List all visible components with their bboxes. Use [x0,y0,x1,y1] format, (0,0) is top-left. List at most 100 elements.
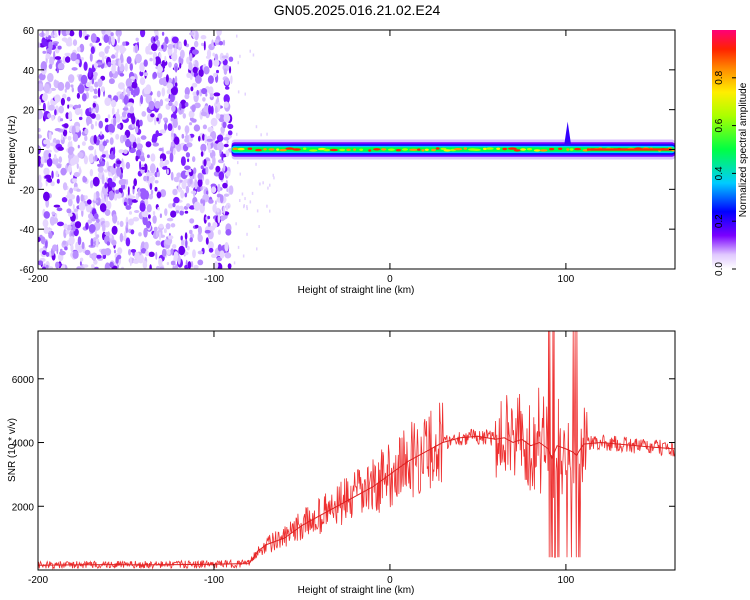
spectrogram-band-core [513,149,521,152]
spectrogram-noise-cell [189,229,193,234]
spectrogram-noise-cell [132,216,140,222]
spectrogram-noise-cell [174,100,178,107]
spectrogram-noise-cell [133,94,136,98]
spectrogram-noise-cell [169,152,174,163]
spectrogram-noise-cell [90,46,95,54]
spectrogram-noise-cell [216,207,220,213]
spectrogram-noise-cell [207,222,211,227]
spectrogram-noise-cell [153,230,157,236]
spectrogram-noise-cell [48,153,52,158]
spectrogram-noise-cell [80,194,84,202]
spectrogram-noise-cell [58,30,61,36]
spectrogram-noise-cell [50,32,54,38]
spectrogram-noise-cell [102,223,106,233]
spectrogram-noise-cell [197,250,203,255]
spectrogram-noise-cell [193,124,201,132]
spectrogram-noise-cell [126,56,132,64]
spectrogram-noise-cell [184,232,188,241]
spectrogram-noise-cell [207,142,211,151]
spectrogram-noise-cell [170,260,176,266]
spectrogram-noise-cell [38,72,46,81]
spectrogram-noise-cell [65,81,71,90]
spectrogram-noise-cell [101,174,105,185]
spectrogram-noise-cell [161,42,167,52]
spectrogram-noise-cell [189,237,193,243]
spectrogram-noise-cell [117,65,120,75]
spectrogram-noise-cell [95,113,101,121]
spectrogram-ytick-label: -40 [20,225,35,236]
spectrogram-noise-cell [110,32,114,37]
spectrogram-noise-cell [187,158,190,163]
spectrogram-noise-cell [152,133,158,143]
spectrogram-noise-cell [139,160,142,171]
spectrogram-noise-cell [160,158,163,162]
spectrogram-noise-cell [54,94,61,103]
spectrogram-noise-cell [95,238,99,248]
spectrogram-noise-cell [117,34,121,44]
spectrogram-noise-cell [90,67,96,73]
spectrogram-noise-cell [156,171,160,178]
spectrogram-noise-cell [184,137,190,143]
spectrogram-noise-cell [165,74,169,83]
spectrogram-noise-cell [205,178,210,186]
spectrogram-noise-cell [181,133,185,139]
spectrogram-noise-cell [177,125,181,131]
spectrogram-noise-cell [48,104,55,111]
spectrogram-noise-cell [127,102,134,107]
colorbar-tick-label: 0.4 [714,166,725,180]
spectrogram-noise-cell [218,41,224,46]
spectrogram-noise-cell [210,186,217,193]
spectrogram-noise-cell [156,90,161,98]
spectrogram-noise-cell [200,35,207,40]
spectrogram-noise-cell [111,60,116,65]
spectrogram-noise-cell [185,239,188,249]
spectrogram-noise-cell [200,42,205,47]
spectrogram-noise-cell [223,163,226,172]
spectrogram-noise-cell [165,223,171,230]
spectrogram-noise-cell [80,108,83,118]
spectrogram-noise-cell [113,117,117,127]
spectrogram-noise-cell [190,261,194,268]
spectrogram-noise-cell [97,166,104,173]
spectrogram-noise-cell [200,143,207,153]
spectrogram-noise-cell [200,165,205,170]
spectrogram-noise-cell [136,137,141,145]
spectrogram-noise-cell [140,94,144,105]
spectrogram-noise-cell [185,152,190,158]
spectrogram-noise-cell [82,175,86,183]
spectrogram-noise-cell [180,99,187,109]
spectrogram-noise-cell [157,113,163,120]
spectrogram-noise-cell [75,59,80,65]
spectrogram-noise-cell [202,124,207,130]
spectrogram-noise-cell [76,266,82,269]
spectrogram-noise-cell [76,188,81,192]
spectrogram-noise-cell [152,56,156,66]
spectrogram-noise-cell [115,189,120,194]
spectrogram-noise-cell [129,256,132,267]
spectrogram-noise-cell [168,203,174,209]
spectrogram-noise-cell [219,250,225,259]
spectrogram-noise-cell [109,233,113,239]
spectrogram-noise-cell [40,61,47,71]
spectrogram-noise-cell [226,188,229,193]
spectrogram-noise-cell [256,209,259,213]
spectrogram-noise-cell [115,256,119,264]
snr-noise-trace [38,331,675,570]
spectrogram-noise-cell [230,75,233,84]
spectrogram-noise-cell [45,252,50,257]
spectrogram-ytick-label: 40 [23,66,35,77]
spectrogram-noise-cell [77,236,82,246]
spectrogram-noise-cell [167,235,174,240]
spectrogram-noise-cell [131,81,138,89]
spectrogram-noise-cell [243,204,245,208]
spectrogram-noise-cell [165,238,168,245]
spectrogram-xtick-label: 100 [558,274,575,285]
spectrogram-noise-cell [185,129,188,137]
spectrogram-noise-cell [161,31,165,36]
spectrogram-noise-cell [205,92,208,97]
spectrogram-noise-cell [66,96,71,102]
spectrogram-noise-cell [72,134,78,138]
spectrogram-noise-cell [38,83,44,92]
spectrogram-noise-cell [159,213,162,218]
spectrogram-noise-cell [173,136,180,145]
